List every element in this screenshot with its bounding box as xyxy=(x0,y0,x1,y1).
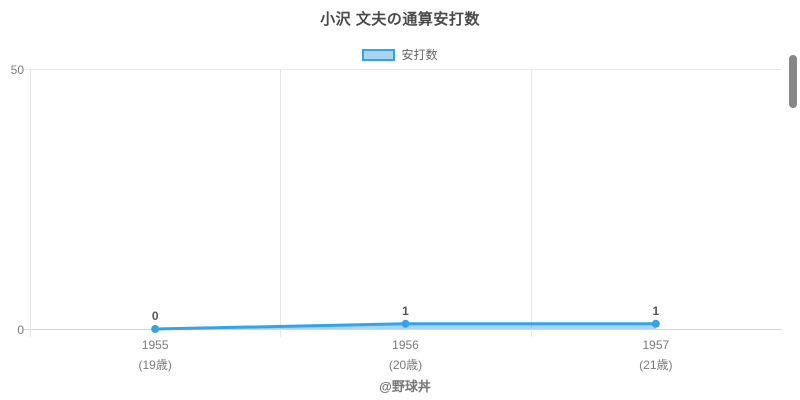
legend: 安打数 xyxy=(0,46,800,63)
gridline-vertical xyxy=(280,69,282,337)
gridline-vertical xyxy=(530,69,532,337)
y-axis-tick-label: 0 xyxy=(17,322,24,337)
x-axis-tick-year: 1957 xyxy=(642,338,670,352)
footer-credit: @野球丼 xyxy=(379,379,431,394)
data-point-label: 1 xyxy=(402,303,409,318)
data-point-label: 1 xyxy=(652,303,660,318)
x-axis-tick-year: 1956 xyxy=(392,338,419,352)
data-point-label: 0 xyxy=(151,309,159,323)
legend-swatch[interactable] xyxy=(362,48,396,61)
x-axis-tick-age: (19歳) xyxy=(138,358,172,372)
y-axis-tick-label: 50 xyxy=(10,62,24,77)
chart-title: 小沢 文夫の通算安打数 xyxy=(320,11,480,28)
gridline-horizontal xyxy=(24,69,781,70)
x-axis-tick-age: (21歳) xyxy=(639,358,673,372)
data-point[interactable] xyxy=(401,319,410,328)
x-axis-tick-year: 1955 xyxy=(141,338,169,352)
data-point[interactable] xyxy=(151,325,160,333)
data-point[interactable] xyxy=(651,319,660,328)
x-axis-line xyxy=(24,329,781,330)
scrollbar-thumb[interactable] xyxy=(789,55,797,108)
gridline-vertical xyxy=(30,69,31,337)
legend-label[interactable]: 安打数 xyxy=(401,48,438,62)
x-axis-tick-age: (20歳) xyxy=(388,358,423,372)
